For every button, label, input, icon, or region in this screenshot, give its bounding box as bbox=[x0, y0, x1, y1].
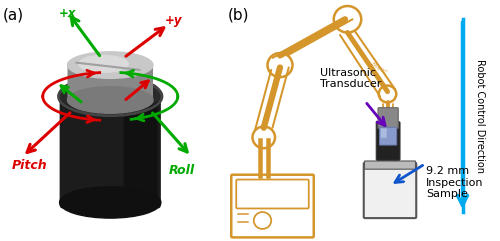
FancyBboxPatch shape bbox=[68, 63, 153, 104]
Text: +y: +y bbox=[164, 14, 182, 27]
Text: FANUC: FANUC bbox=[370, 62, 388, 76]
FancyBboxPatch shape bbox=[381, 128, 387, 138]
Text: Pitch: Pitch bbox=[11, 159, 47, 172]
Text: Ultrasonic
Transducer: Ultrasonic Transducer bbox=[320, 67, 382, 89]
FancyBboxPatch shape bbox=[364, 163, 416, 218]
FancyBboxPatch shape bbox=[364, 161, 416, 169]
Text: (a): (a) bbox=[2, 7, 24, 22]
Text: 9.2 mm
Inspection
Sample: 9.2 mm Inspection Sample bbox=[426, 166, 484, 200]
FancyBboxPatch shape bbox=[378, 108, 398, 128]
Text: Robot Control Direction: Robot Control Direction bbox=[475, 59, 485, 173]
Ellipse shape bbox=[60, 76, 161, 112]
Ellipse shape bbox=[60, 187, 161, 218]
FancyBboxPatch shape bbox=[124, 96, 158, 205]
Ellipse shape bbox=[78, 55, 128, 72]
FancyBboxPatch shape bbox=[60, 93, 161, 208]
Text: (b): (b) bbox=[228, 7, 249, 22]
Ellipse shape bbox=[68, 87, 153, 113]
Text: +x: +x bbox=[58, 7, 76, 20]
Ellipse shape bbox=[68, 52, 153, 78]
Text: Roll: Roll bbox=[169, 164, 195, 176]
FancyBboxPatch shape bbox=[376, 122, 400, 160]
FancyBboxPatch shape bbox=[380, 127, 397, 145]
